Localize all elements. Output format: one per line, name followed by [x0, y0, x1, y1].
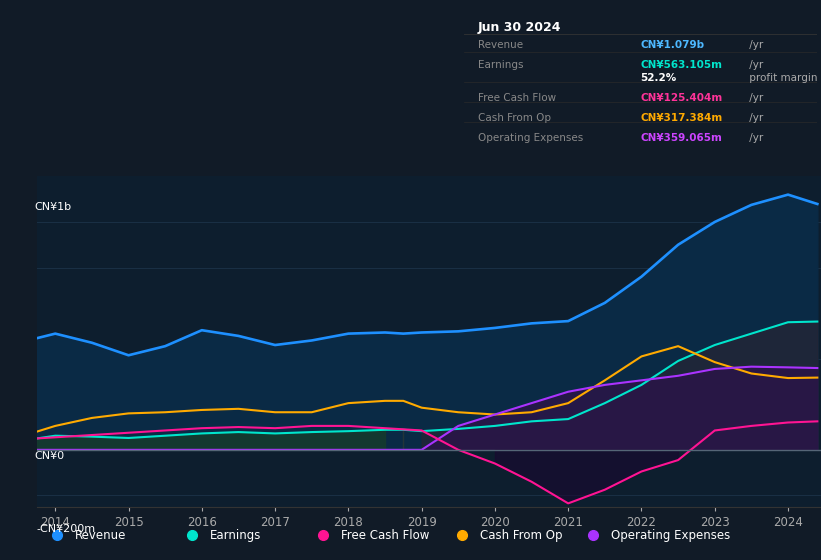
Text: Revenue: Revenue: [75, 529, 126, 542]
Text: -CN¥200m: -CN¥200m: [37, 524, 96, 534]
Text: /yr: /yr: [746, 40, 764, 50]
Text: Operating Expenses: Operating Expenses: [478, 133, 583, 143]
Text: Earnings: Earnings: [478, 60, 524, 70]
Text: CN¥359.065m: CN¥359.065m: [640, 133, 722, 143]
Text: Revenue: Revenue: [478, 40, 523, 50]
Text: Cash From Op: Cash From Op: [480, 529, 562, 542]
Text: CN¥1b: CN¥1b: [34, 202, 71, 212]
Text: /yr: /yr: [746, 92, 764, 102]
Text: Operating Expenses: Operating Expenses: [611, 529, 731, 542]
Text: Free Cash Flow: Free Cash Flow: [478, 92, 556, 102]
Text: 52.2%: 52.2%: [640, 73, 677, 83]
Text: CN¥1.079b: CN¥1.079b: [640, 40, 704, 50]
Text: Free Cash Flow: Free Cash Flow: [341, 529, 429, 542]
Text: profit margin: profit margin: [746, 73, 818, 83]
Text: /yr: /yr: [746, 113, 764, 123]
Text: CN¥563.105m: CN¥563.105m: [640, 60, 722, 70]
Text: /yr: /yr: [746, 60, 764, 70]
Text: /yr: /yr: [746, 133, 764, 143]
Text: CN¥317.384m: CN¥317.384m: [640, 113, 722, 123]
Text: Earnings: Earnings: [210, 529, 261, 542]
Text: CN¥125.404m: CN¥125.404m: [640, 92, 722, 102]
Text: Jun 30 2024: Jun 30 2024: [478, 21, 562, 34]
Text: CN¥0: CN¥0: [34, 451, 65, 461]
Text: Cash From Op: Cash From Op: [478, 113, 551, 123]
